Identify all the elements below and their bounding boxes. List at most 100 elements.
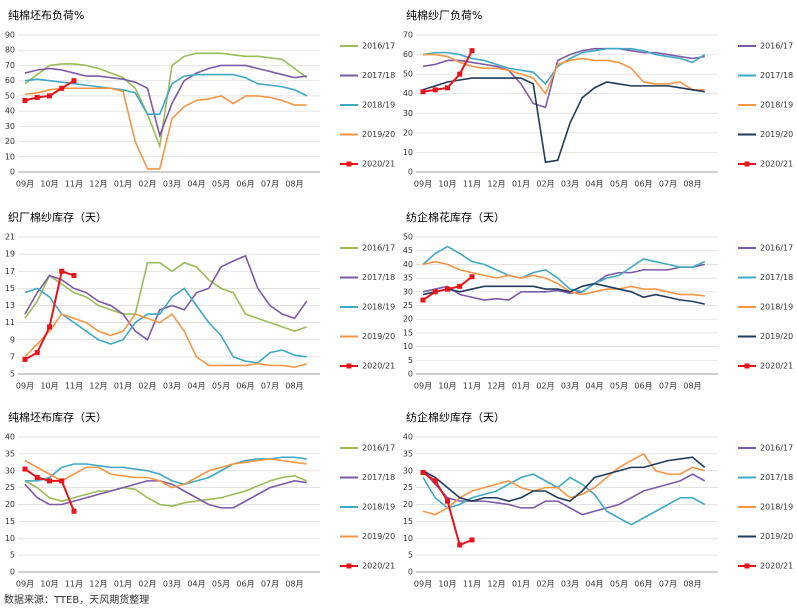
series-line: [422, 473, 706, 526]
legend-label: 2016/17: [760, 42, 793, 51]
x-tick-label: 11月: [65, 180, 83, 189]
x-tick-label: 02月: [138, 580, 156, 589]
x-tick-label: 10月: [438, 580, 456, 589]
series-marker: [34, 94, 40, 100]
series-marker: [71, 508, 77, 514]
series-marker: [469, 48, 475, 54]
series-line: [24, 312, 307, 368]
legend-label: 2019/20: [760, 532, 793, 541]
x-tick-label: 01月: [114, 382, 132, 391]
x-tick-label: 07月: [659, 580, 677, 589]
series-marker: [432, 478, 438, 484]
series-marker: [457, 542, 463, 548]
x-tick-label: 05月: [610, 580, 628, 589]
x-tick-label: 09月: [414, 180, 432, 189]
y-tick-label: 5: [408, 356, 413, 365]
y-tick-label: 30: [403, 109, 413, 118]
legend-label: 2020/21: [362, 160, 395, 169]
y-tick-label: 0: [10, 568, 15, 577]
x-tick-label: 06月: [634, 580, 652, 589]
y-tick-label: 45: [403, 246, 413, 255]
x-tick-label: 07月: [659, 180, 677, 189]
y-tick-label: 80: [5, 46, 15, 55]
y-tick-label: 15: [403, 517, 413, 526]
legend-label: 2020/21: [362, 562, 395, 571]
series-marker: [432, 87, 438, 93]
series-marker: [420, 297, 426, 303]
series-line: [422, 47, 705, 109]
chart-title: 织厂棉纱库存（天）: [8, 210, 107, 224]
series-line: [24, 64, 307, 139]
x-tick-label: 04月: [187, 382, 205, 391]
y-tick-label: 90: [5, 31, 15, 40]
y-tick-label: 30: [5, 466, 15, 475]
y-tick-label: 20: [5, 500, 15, 509]
x-tick-label: 03月: [561, 382, 579, 391]
legend-marker: [346, 363, 352, 369]
series-line: [422, 452, 705, 516]
x-tick-label: 06月: [634, 180, 652, 189]
legend-label: 2016/17: [760, 244, 793, 253]
x-tick-label: 09月: [16, 382, 34, 391]
x-tick-label: 03月: [561, 580, 579, 589]
y-tick-label: 50: [403, 70, 413, 79]
y-tick-label: 10: [403, 148, 413, 157]
y-tick-label: 60: [403, 50, 413, 59]
x-tick-label: 03月: [163, 382, 181, 391]
y-tick-label: 13: [5, 301, 15, 310]
legend-label: 2017/18: [362, 273, 395, 282]
series-marker: [71, 273, 77, 279]
legend-marker: [744, 161, 750, 167]
x-tick-label: 07月: [659, 382, 677, 391]
x-tick-label: 10月: [40, 180, 58, 189]
x-tick-label: 02月: [536, 580, 554, 589]
series-line: [422, 260, 705, 297]
y-tick-label: 5: [10, 551, 15, 560]
series-line: [423, 53, 705, 96]
series-marker: [47, 93, 52, 99]
legend-label: 2020/21: [362, 362, 395, 371]
y-tick-label: 50: [5, 91, 15, 100]
x-tick-label: 04月: [585, 580, 603, 589]
y-tick-label: 35: [403, 274, 413, 283]
y-tick-label: 25: [403, 483, 413, 492]
x-tick-label: 05月: [212, 382, 230, 391]
legend-marker: [346, 161, 352, 167]
legend-label: 2016/17: [760, 444, 793, 453]
legend-label: 2017/18: [760, 273, 793, 282]
y-tick-label: 30: [5, 122, 15, 131]
legend-label: 2018/19: [760, 303, 793, 312]
legend-marker: [346, 563, 352, 569]
series-line: [25, 456, 307, 486]
legend-label: 2020/21: [760, 160, 793, 169]
x-tick-label: 06月: [634, 382, 652, 391]
y-tick-label: 25: [403, 301, 413, 310]
legend-label: 2019/20: [760, 332, 793, 341]
y-tick-label: 0: [408, 568, 413, 577]
x-tick-label: 12月: [89, 180, 107, 189]
series-marker: [47, 324, 52, 330]
y-tick-label: 10: [403, 342, 413, 351]
series-marker: [457, 71, 463, 77]
legend-label: 2017/18: [760, 473, 793, 482]
x-tick-label: 12月: [89, 382, 107, 391]
y-tick-label: 9: [10, 335, 15, 344]
y-tick-label: 10: [5, 534, 15, 543]
y-tick-label: 40: [403, 89, 413, 98]
x-tick-label: 08月: [285, 180, 303, 189]
x-tick-label: 02月: [536, 180, 554, 189]
legend-label: 2018/19: [760, 101, 793, 110]
x-tick-label: 05月: [212, 580, 230, 589]
y-tick-label: 5: [10, 370, 15, 379]
legend-label: 2017/18: [760, 71, 793, 80]
legend-marker: [744, 363, 750, 369]
y-tick-label: 60: [5, 76, 15, 85]
x-tick-label: 12月: [487, 580, 505, 589]
y-tick-label: 15: [5, 284, 15, 293]
y-tick-label: 17: [5, 267, 15, 276]
chart-title: 纺企棉纱库存（天）: [406, 410, 505, 424]
legend-label: 2020/21: [760, 362, 793, 371]
x-tick-label: 02月: [138, 180, 156, 189]
x-tick-label: 04月: [187, 180, 205, 189]
chart-title: 纯棉纱厂负荷%: [406, 8, 482, 22]
